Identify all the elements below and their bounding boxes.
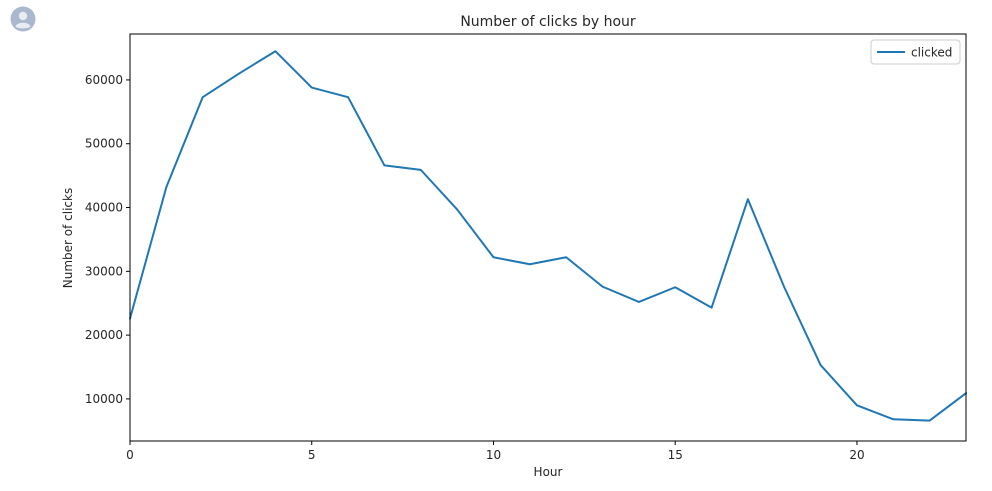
y-tick-label: 60000	[85, 73, 123, 87]
data-point-clicked	[565, 256, 567, 259]
data-point-clicked	[892, 418, 895, 421]
y-tick-label: 10000	[85, 392, 123, 406]
plot-frame	[129, 33, 967, 442]
data-point-clicked	[529, 263, 531, 266]
data-point-clicked	[856, 404, 858, 407]
x-ticks: 0 5 10 15 20	[126, 441, 865, 462]
legend-label-clicked: clicked	[911, 46, 952, 60]
data-point-clicked	[419, 169, 422, 171]
y-tick-label: 50000	[85, 137, 123, 151]
data-point-clicked	[638, 301, 640, 303]
data-point-clicked	[238, 72, 240, 75]
data-point-clicked	[492, 256, 495, 259]
y-tick-label: 30000	[85, 264, 123, 278]
data-point-clicked	[601, 285, 604, 288]
data-point-clicked	[747, 198, 749, 201]
x-tick-label: 20	[849, 448, 864, 462]
y-axis-label: Number of clicks	[61, 188, 75, 288]
data-point-clicked	[783, 286, 786, 289]
data-point-clicked	[674, 286, 677, 289]
data-point-clicked	[383, 164, 386, 167]
plot-area	[130, 34, 966, 441]
chart-title: Number of clicks by hour	[460, 14, 636, 30]
data-point-clicked	[347, 96, 349, 98]
legend: clicked	[870, 39, 961, 65]
x-axis-label: Hour	[534, 465, 563, 479]
data-point-clicked	[274, 50, 277, 53]
x-tick-label: 15	[668, 448, 683, 462]
y-tick-label: 40000	[85, 201, 123, 215]
data-point-clicked	[710, 306, 713, 309]
y-tick-label: 20000	[85, 328, 123, 342]
x-tick-label: 0	[126, 448, 134, 462]
data-point-clicked	[456, 208, 458, 211]
data-point-clicked	[165, 186, 168, 188]
data-point-clicked	[928, 419, 931, 422]
series-line-clicked	[129, 50, 967, 422]
data-point-clicked	[310, 86, 313, 89]
legend-box	[870, 39, 961, 65]
x-tick-label: 10	[486, 448, 501, 462]
user-avatar-icon[interactable]	[10, 6, 36, 32]
data-point-clicked	[819, 364, 822, 366]
data-point-clicked	[201, 96, 204, 98]
x-tick-label: 5	[308, 448, 316, 462]
y-ticks: 10000 20000 30000 40000 50000 60000	[85, 73, 130, 406]
